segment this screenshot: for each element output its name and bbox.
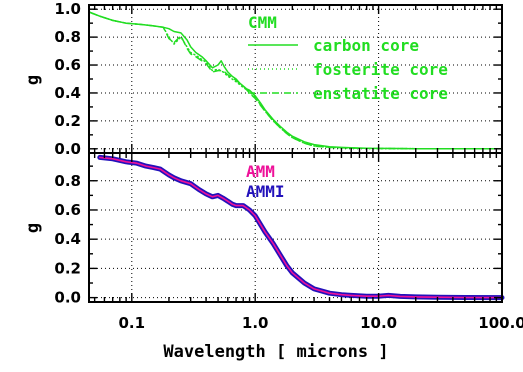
y-tick-label: 1.0	[54, 0, 81, 18]
x-tick-label: 1.0	[242, 314, 269, 332]
top-y-axis-title: g	[23, 75, 43, 85]
legend-label-carbon-core: carbon core	[313, 36, 419, 55]
y-tick-label: 0.8	[54, 172, 81, 190]
top-panel: 0.0 0.2 0.4 0.6 0.8 1.0 g CMM carbon core fos…	[23, 0, 503, 158]
x-axis-title: Wavelength [ microns ]	[163, 342, 388, 362]
legend-label-fosterite-core: fosterite core	[313, 60, 448, 79]
legend-label-amm: AMM	[246, 162, 275, 181]
legend-label-ammi: AMMI	[246, 182, 285, 201]
bottom-panel: 0.0 0.2 0.4 0.6 0.8 0.1 1.0 10.0 100.0 g Wavele…	[23, 153, 523, 362]
y-tick-label: 0.0	[54, 289, 81, 307]
x-tick-label: 0.1	[119, 314, 146, 332]
y-tick-label: 0.2	[54, 259, 81, 277]
x-tick-label: 100.0	[478, 314, 523, 332]
bottom-y-axis-title: g	[23, 223, 43, 233]
series-line-enstatite-core	[88, 11, 503, 150]
x-tick-label: 10.0	[360, 314, 397, 332]
top-legend-title: CMM	[248, 13, 277, 32]
bottom-x-tick-labels: 0.1 1.0 10.0 100.0	[119, 314, 523, 332]
top-series-group	[88, 11, 503, 150]
top-y-tick-labels: 0.0 0.2 0.4 0.6 0.8 1.0	[54, 0, 81, 158]
y-tick-label: 0.6	[54, 56, 81, 74]
bottom-y-tick-labels: 0.0 0.2 0.4 0.6 0.8	[54, 172, 81, 307]
y-tick-label: 0.0	[54, 140, 81, 158]
bottom-ticks	[89, 153, 503, 302]
y-tick-label: 0.8	[54, 28, 81, 46]
y-tick-label: 0.2	[54, 112, 81, 130]
legend-label-enstatite-core: enstatite core	[313, 84, 448, 103]
series-line-amm	[99, 156, 503, 299]
bottom-series-group	[97, 154, 505, 301]
bottom-plot-frame	[88, 152, 503, 303]
y-tick-label: 0.4	[54, 84, 81, 102]
y-tick-label: 0.6	[54, 201, 81, 219]
y-tick-label: 0.4	[54, 230, 81, 248]
